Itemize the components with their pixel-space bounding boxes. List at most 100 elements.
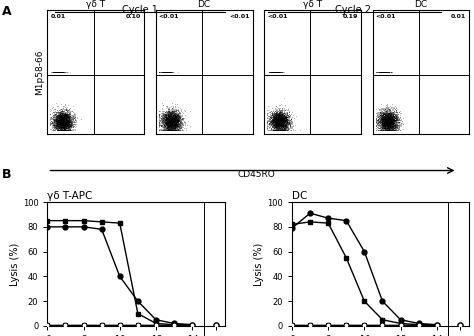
Point <box>307 61 314 67</box>
Point <box>382 120 389 125</box>
Point <box>379 112 387 117</box>
Point <box>56 123 64 128</box>
Point <box>55 115 62 121</box>
Point <box>54 120 62 125</box>
Point <box>59 116 67 122</box>
Point <box>275 117 283 122</box>
Point <box>166 121 173 126</box>
Point <box>386 119 393 125</box>
Point <box>58 121 66 126</box>
Point <box>164 114 172 119</box>
Point <box>55 117 63 123</box>
Point <box>173 118 181 124</box>
Point <box>173 115 181 120</box>
Point <box>279 122 287 127</box>
Point <box>307 61 314 67</box>
Point <box>170 122 177 127</box>
Point <box>159 69 167 75</box>
Point <box>163 122 170 127</box>
Point <box>271 113 279 119</box>
Point <box>388 125 395 130</box>
Point <box>166 113 173 118</box>
Point <box>270 115 278 121</box>
Point <box>274 123 282 128</box>
Point <box>280 118 288 124</box>
Point <box>172 121 180 126</box>
Point <box>167 117 175 122</box>
Point <box>385 113 393 118</box>
Point <box>50 126 58 131</box>
Point <box>166 124 173 129</box>
Point <box>162 114 170 119</box>
Point <box>307 61 314 67</box>
Point <box>172 113 180 119</box>
Point <box>50 124 57 129</box>
Point <box>165 116 173 121</box>
Point <box>383 107 390 112</box>
Point <box>47 121 55 126</box>
Point <box>379 114 387 119</box>
Point <box>307 61 314 67</box>
Point <box>174 117 182 123</box>
Point <box>277 113 285 118</box>
Point <box>386 116 394 121</box>
Point <box>179 116 187 121</box>
Point <box>161 122 169 128</box>
Point <box>268 111 276 116</box>
Point <box>182 119 189 125</box>
Point <box>372 119 379 124</box>
Point <box>58 125 66 130</box>
Point <box>372 122 379 128</box>
Point <box>283 120 290 126</box>
Point <box>90 61 98 67</box>
Point <box>170 123 178 128</box>
Point <box>55 122 62 128</box>
Point <box>415 61 423 67</box>
Point <box>55 117 63 122</box>
Point <box>62 109 69 115</box>
Point <box>155 69 163 75</box>
Point <box>58 114 65 119</box>
Point <box>272 122 280 128</box>
Point <box>167 113 174 118</box>
Point <box>276 109 284 115</box>
Point <box>54 120 62 125</box>
Point <box>61 126 68 131</box>
Point <box>392 127 399 133</box>
Point <box>275 124 283 129</box>
Point <box>63 118 71 124</box>
Point <box>381 116 389 121</box>
Point <box>376 69 383 75</box>
Point <box>160 113 168 118</box>
Point <box>285 109 292 114</box>
Point <box>275 107 283 113</box>
Point <box>165 116 173 122</box>
Point <box>174 116 182 122</box>
Point <box>382 111 389 116</box>
Point <box>171 122 178 128</box>
Point <box>307 61 314 67</box>
Point <box>56 127 64 133</box>
Point <box>55 120 63 125</box>
Point <box>383 113 390 118</box>
Point <box>395 110 403 115</box>
Point <box>272 125 279 130</box>
Point <box>163 120 171 125</box>
Point <box>389 119 396 124</box>
Point <box>168 118 175 124</box>
Point <box>382 118 389 124</box>
Point <box>273 121 281 126</box>
Point <box>385 107 393 112</box>
Point <box>383 112 390 117</box>
Point <box>172 122 180 127</box>
Point <box>272 126 280 132</box>
Point <box>169 124 176 130</box>
Point <box>53 108 60 113</box>
Point <box>273 108 281 113</box>
Point <box>56 122 64 127</box>
Point <box>384 69 392 75</box>
Point <box>377 115 384 120</box>
Point <box>177 107 184 113</box>
Point <box>180 119 188 124</box>
Point <box>383 122 390 127</box>
